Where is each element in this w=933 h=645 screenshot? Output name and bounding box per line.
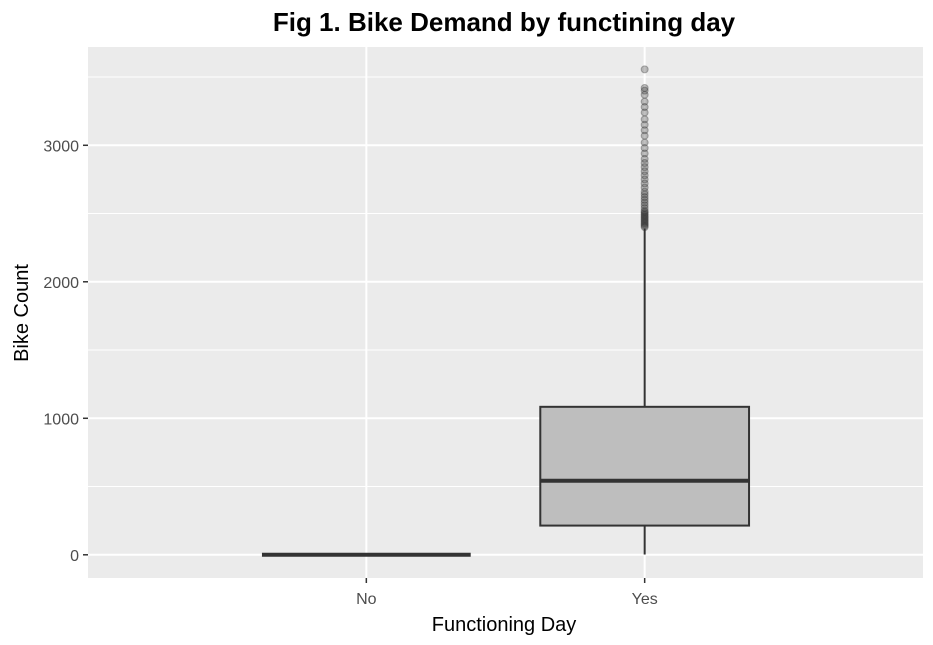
box-yes [539, 65, 751, 555]
outlier-point [640, 198, 649, 207]
minor-gridlines [88, 76, 923, 488]
x-tick-label: Yes [632, 591, 658, 608]
outlier-point [640, 171, 649, 180]
outlier-point [640, 126, 649, 135]
y-tick-label: 2000 [43, 275, 79, 292]
outlier-point [640, 154, 649, 163]
outlier-point [640, 65, 649, 74]
outlier-point [640, 144, 649, 153]
outlier-point [640, 193, 649, 202]
boxes [261, 65, 751, 557]
outlier-point [640, 201, 649, 210]
outlier-point [640, 83, 649, 92]
x-axis: No Yes [356, 578, 658, 608]
y-axis-title: Bike Count [11, 264, 33, 362]
outlier-point [640, 216, 649, 225]
outlier-point [640, 103, 649, 112]
outlier-point [640, 209, 649, 218]
outlier-point [640, 223, 649, 232]
y-axis: 0 1000 2000 3000 [43, 138, 88, 565]
outlier-point [640, 213, 649, 222]
outlier-point [640, 208, 649, 217]
plot-panel [88, 47, 923, 578]
outlier-point [640, 212, 649, 221]
outlier-point [640, 210, 649, 219]
y-tick-label: 0 [70, 548, 79, 565]
x-tick-label: No [356, 591, 377, 608]
outlier-point [640, 175, 649, 184]
outlier-point [640, 204, 649, 213]
outlier-point [640, 167, 649, 176]
outlier-point [640, 214, 649, 223]
outlier-point [640, 179, 649, 188]
outlier-point [640, 90, 649, 99]
chart-title: Fig 1. Bike Demand by functining day [273, 7, 736, 37]
outlier-point [640, 97, 649, 106]
outlier-point [640, 190, 649, 199]
outlier-point [640, 195, 649, 204]
box-iqr [539, 405, 751, 527]
outlier-point [640, 163, 649, 172]
outlier-point [640, 159, 649, 168]
y-tick-label: 3000 [43, 138, 79, 155]
outlier-point [640, 149, 649, 158]
outlier-point [640, 206, 649, 215]
outlier-point [640, 108, 649, 117]
outlier-point [640, 217, 649, 226]
outlier-point [640, 115, 649, 124]
outlier-point [640, 120, 649, 129]
outlier-point [640, 183, 649, 192]
x-axis-title: Functioning Day [432, 614, 577, 636]
outlier-point [640, 187, 649, 196]
outlier-point [640, 138, 649, 147]
y-tick-label: 1000 [43, 411, 79, 428]
outlier-point [640, 221, 649, 230]
outlier-point [640, 86, 649, 95]
outlier-point [640, 219, 649, 228]
outlier-point [640, 220, 649, 229]
outlier-point [640, 131, 649, 140]
